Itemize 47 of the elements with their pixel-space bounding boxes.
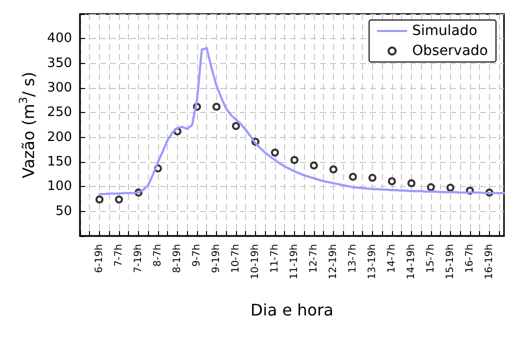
x-axis-title: Dia e hora [250,300,334,320]
x-tick-label: 7-7h [113,244,124,267]
y-tick-label: 400 [47,31,72,46]
x-tick-label: 16-7h [464,244,476,274]
x-tick-label: 8-7h [152,244,164,267]
point [388,177,396,186]
x-tick-label: 14-19h [406,244,417,280]
y-tick-label: 250 [47,105,72,120]
point [212,102,220,111]
x-tick-label: 10-7h [230,244,242,274]
x-tick-label: 9-19h [210,244,222,274]
y-tick-label: 50 [55,204,72,219]
y-tick-label: 100 [47,179,72,194]
point [407,179,416,188]
y-tick-label: 300 [47,80,72,96]
y-tick-label: 150 [47,154,72,170]
point [348,172,357,181]
point [329,165,338,174]
x-tick-label: 15-19h [444,244,456,280]
point [310,161,318,170]
x-tick-label: 8-19h [172,244,183,274]
point [290,156,298,164]
x-tick-label: 13-19h [366,244,378,280]
y-tick-label: 350 [47,56,72,71]
x-tick-label: 14-7h [386,244,398,274]
x-tick-label: 9-7h [191,244,202,267]
point [96,195,104,204]
y-axis-title: Vazão (m3/ s) [16,72,38,178]
x-tick-label: 12-19h [328,244,339,280]
y-tick-label: 200 [47,130,72,145]
point [114,195,123,204]
x-tick-label: 10-19h [250,244,261,280]
x-tick-label: 7-19h [132,244,144,274]
point [232,122,240,130]
legend-label: Simulado [412,23,478,39]
x-tick-label: 15-7h [425,244,436,274]
x-tick-label: 16-19h [484,244,495,280]
x-tick-label: 13-7h [347,244,358,274]
point [368,174,376,182]
point [270,148,279,157]
point [426,183,435,192]
point [446,184,454,192]
x-tick-label: 6-19h [94,244,105,274]
x-tick-label: 12-7h [308,244,320,274]
x-tick-label: 11-7h [269,244,280,274]
x-tick-label: 11-19h [288,244,300,280]
legend-label: Observado [412,43,488,59]
